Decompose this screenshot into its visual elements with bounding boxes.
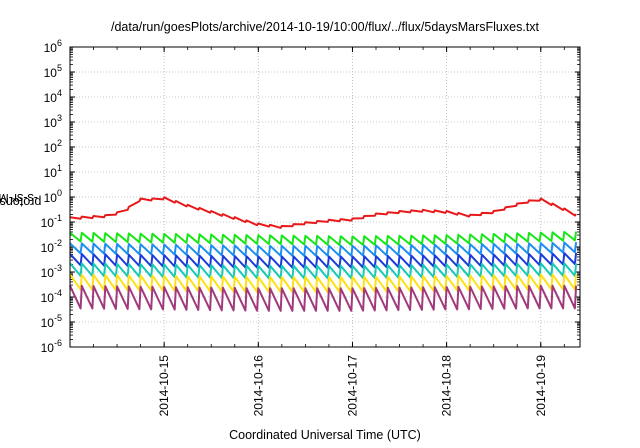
y-tick-label: 106 (44, 38, 62, 55)
y-tick-label: 10-2 (41, 238, 62, 255)
x-tick-label: 2014-10-15 (157, 355, 171, 417)
series-line-1 (69, 196, 577, 229)
series-line-3 (69, 241, 578, 257)
x-axis-label: Coordinated Universal Time (UTC) (229, 428, 421, 442)
series-line-6 (69, 273, 578, 293)
plot-border (69, 46, 581, 348)
y-tick-label: 10-1 (41, 213, 62, 230)
y-tick-label: 102 (44, 138, 62, 155)
y-tick-label: 10-3 (41, 263, 62, 280)
x-tick-label: 2014-10-17 (345, 355, 359, 417)
series-line-5 (69, 262, 578, 280)
series-line-4 (69, 252, 578, 269)
y-tick-label: 101 (44, 163, 62, 180)
y-tick-label: 100 (44, 188, 62, 205)
y-tick-label: 10-4 (41, 288, 62, 305)
chart-title: /data/run/goesPlots/archive/2014-10-19/1… (110, 20, 539, 34)
series-line-7 (69, 284, 578, 312)
y-tick-label: 103 (44, 113, 62, 130)
y-tick-label: 10-6 (41, 338, 62, 355)
y-tick-label: 105 (44, 63, 62, 80)
x-tick-label: 2014-10-18 (440, 355, 454, 417)
series-line-2 (69, 230, 578, 247)
y-tick-label: 10-5 (41, 313, 62, 330)
y-tick-label: 104 (44, 88, 62, 105)
x-tick-label: 2014-10-16 (251, 355, 265, 417)
x-tick-label: 2014-10-19 (534, 355, 548, 417)
